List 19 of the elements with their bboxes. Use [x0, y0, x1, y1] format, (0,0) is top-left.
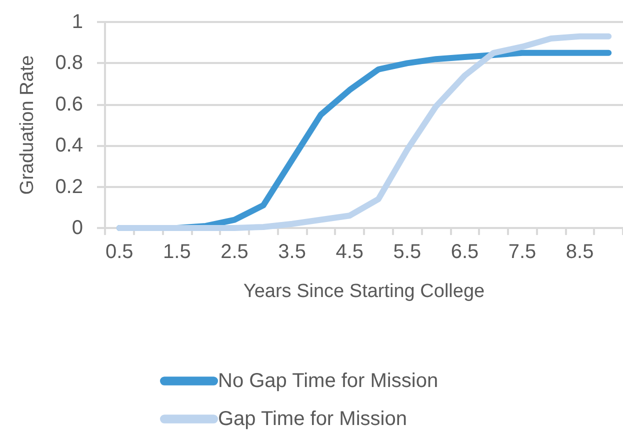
x-tick-label: 2.5 — [220, 241, 248, 263]
x-tick-label: 5.5 — [393, 241, 422, 263]
y-tick-label: 0 — [72, 217, 83, 239]
y-tick-label: 0.8 — [55, 52, 83, 74]
y-axis-title: Graduation Rate — [17, 55, 38, 195]
y-tick-label: 0.2 — [55, 176, 83, 198]
legend-label: Gap Time for Mission — [218, 408, 407, 430]
x-tick-label: 3.5 — [278, 241, 306, 263]
x-tick-label: 4.5 — [336, 241, 364, 263]
x-tick-label: 1.5 — [163, 241, 191, 263]
y-tick-label: 1 — [72, 11, 83, 33]
y-tick-label: 0.4 — [55, 134, 83, 157]
x-tick-label: 8.5 — [566, 241, 594, 263]
x-tick-label: 0.5 — [105, 241, 134, 263]
x-axis-title: Years Since Starting College — [243, 281, 485, 302]
y-tick-label: 0.6 — [55, 93, 83, 116]
x-tick-label: 7.5 — [508, 241, 536, 263]
legend-label: No Gap Time for Mission — [218, 370, 438, 392]
x-tick-label: 6.5 — [450, 241, 479, 263]
